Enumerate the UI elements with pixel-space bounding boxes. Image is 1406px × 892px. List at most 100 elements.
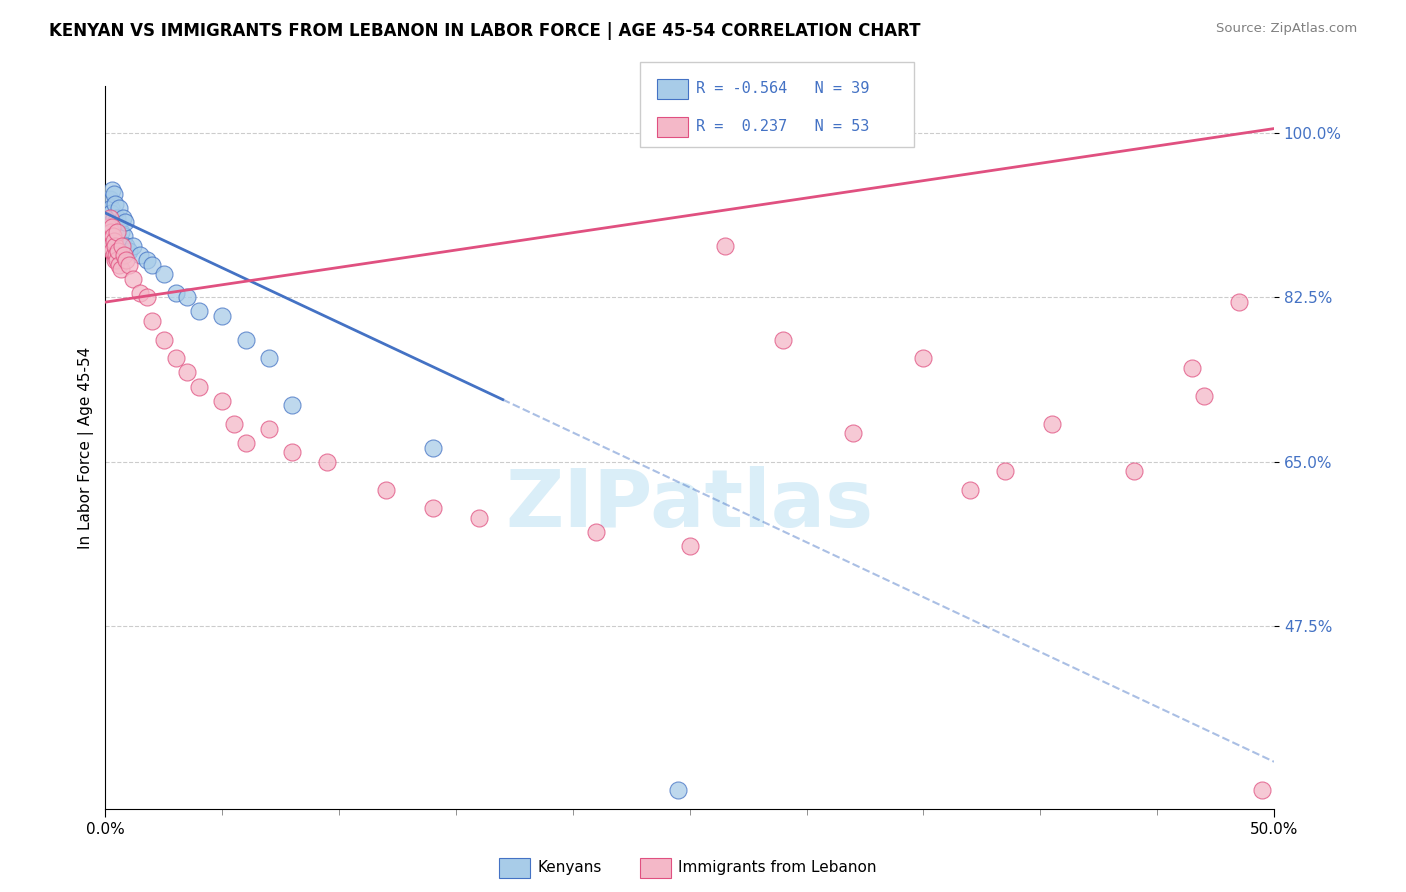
Point bbox=[100, 206, 122, 220]
Point bbox=[105, 211, 128, 225]
Point bbox=[422, 501, 444, 516]
Point bbox=[422, 441, 444, 455]
Point bbox=[585, 524, 607, 539]
Point bbox=[118, 258, 141, 272]
Point bbox=[912, 351, 935, 366]
Y-axis label: In Labor Force | Age 45-54: In Labor Force | Age 45-54 bbox=[79, 346, 94, 549]
Point bbox=[129, 248, 152, 262]
Point bbox=[136, 252, 159, 267]
Point bbox=[108, 258, 131, 272]
Point bbox=[842, 426, 865, 441]
Point bbox=[100, 225, 122, 239]
Point bbox=[994, 464, 1017, 478]
Point bbox=[122, 271, 145, 285]
Point bbox=[713, 239, 735, 253]
Point bbox=[107, 220, 129, 235]
Text: Source: ZipAtlas.com: Source: ZipAtlas.com bbox=[1216, 22, 1357, 36]
Point bbox=[141, 258, 163, 272]
Point bbox=[108, 202, 131, 216]
Point bbox=[165, 285, 187, 300]
Point bbox=[468, 511, 491, 525]
Point bbox=[98, 211, 121, 225]
Text: Kenyans: Kenyans bbox=[537, 860, 602, 874]
Point bbox=[101, 229, 124, 244]
Point bbox=[103, 187, 125, 202]
Point bbox=[110, 262, 132, 277]
Point bbox=[98, 220, 121, 235]
Point bbox=[165, 351, 187, 366]
Point bbox=[374, 483, 396, 497]
Point bbox=[100, 239, 122, 253]
Point bbox=[97, 211, 120, 225]
Point bbox=[105, 252, 128, 267]
Point bbox=[103, 248, 125, 262]
Point bbox=[176, 290, 198, 304]
Point bbox=[101, 220, 124, 235]
Point bbox=[187, 379, 209, 393]
Text: Immigrants from Lebanon: Immigrants from Lebanon bbox=[678, 860, 876, 874]
Point bbox=[1181, 360, 1204, 375]
Point bbox=[101, 229, 124, 244]
Point bbox=[114, 215, 136, 229]
Text: R = -0.564   N = 39: R = -0.564 N = 39 bbox=[696, 81, 869, 96]
Text: R =  0.237   N = 53: R = 0.237 N = 53 bbox=[696, 120, 869, 135]
Point bbox=[666, 783, 689, 797]
Point bbox=[141, 314, 163, 328]
Point bbox=[101, 182, 124, 196]
Point bbox=[100, 202, 122, 216]
Point bbox=[104, 239, 127, 253]
Point bbox=[103, 234, 125, 248]
Point bbox=[281, 445, 304, 459]
Point bbox=[97, 220, 120, 235]
Point bbox=[104, 252, 127, 267]
Point bbox=[211, 393, 233, 408]
Point bbox=[679, 539, 702, 553]
Point bbox=[110, 225, 132, 239]
Point bbox=[222, 417, 245, 431]
Text: KENYAN VS IMMIGRANTS FROM LEBANON IN LABOR FORCE | AGE 45-54 CORRELATION CHART: KENYAN VS IMMIGRANTS FROM LEBANON IN LAB… bbox=[49, 22, 921, 40]
Point bbox=[1040, 417, 1063, 431]
Point bbox=[1227, 295, 1250, 310]
Point bbox=[257, 422, 280, 436]
Point bbox=[104, 220, 127, 235]
Point bbox=[105, 225, 128, 239]
Point bbox=[111, 239, 134, 253]
Point bbox=[772, 333, 794, 347]
Point bbox=[1192, 389, 1215, 403]
Point bbox=[187, 304, 209, 318]
Point bbox=[112, 248, 135, 262]
Point bbox=[103, 211, 125, 225]
Point bbox=[101, 215, 124, 229]
Point bbox=[112, 229, 135, 244]
Point bbox=[257, 351, 280, 366]
Text: ZIPatlas: ZIPatlas bbox=[506, 467, 875, 544]
Point bbox=[153, 267, 176, 281]
Point bbox=[98, 192, 121, 206]
Point bbox=[104, 196, 127, 211]
Point bbox=[281, 398, 304, 412]
Point bbox=[235, 333, 257, 347]
Point bbox=[115, 239, 138, 253]
Point bbox=[107, 244, 129, 258]
Point bbox=[1122, 464, 1144, 478]
Point bbox=[1251, 783, 1274, 797]
Point bbox=[136, 290, 159, 304]
Point bbox=[105, 225, 128, 239]
Point bbox=[122, 239, 145, 253]
Point bbox=[176, 366, 198, 380]
Point bbox=[104, 239, 127, 253]
Point bbox=[153, 333, 176, 347]
Point bbox=[959, 483, 981, 497]
Point bbox=[111, 211, 134, 225]
Point bbox=[101, 244, 124, 258]
Point bbox=[118, 244, 141, 258]
Point bbox=[129, 285, 152, 300]
Point bbox=[97, 234, 120, 248]
Point bbox=[104, 248, 127, 262]
Point bbox=[235, 435, 257, 450]
Point bbox=[316, 454, 339, 468]
Point bbox=[108, 234, 131, 248]
Point bbox=[211, 309, 233, 323]
Point bbox=[115, 252, 138, 267]
Point bbox=[111, 239, 134, 253]
